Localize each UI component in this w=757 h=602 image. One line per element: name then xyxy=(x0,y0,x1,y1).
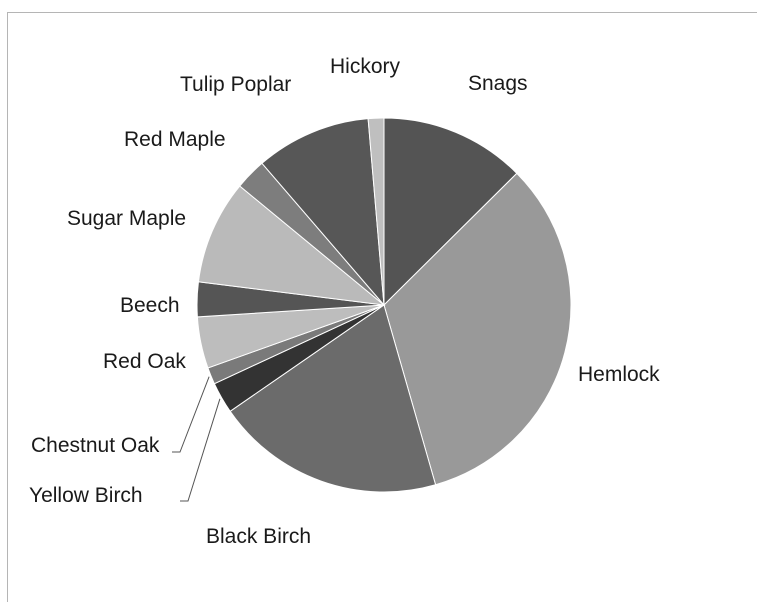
label-black-birch: Black Birch xyxy=(206,525,311,548)
leader-line-yellow-birch xyxy=(180,398,221,502)
pie-slice-snags xyxy=(383,117,518,307)
pie-slice-hemlock xyxy=(383,172,572,486)
pie-slice-tulip-poplar xyxy=(261,118,385,307)
label-sugar-maple: Sugar Maple xyxy=(67,207,186,230)
chart-frame xyxy=(7,12,757,602)
pie-slice-sugar-maple xyxy=(197,185,386,306)
label-yellow-birch: Yellow Birch xyxy=(29,484,143,507)
slice-labels: Snags Hemlock Black Birch Yellow Birch C… xyxy=(29,55,660,548)
label-chestnut-oak: Chestnut Oak xyxy=(31,434,160,457)
label-beech: Beech xyxy=(120,294,180,317)
label-tulip-poplar: Tulip Poplar xyxy=(180,73,291,96)
label-red-maple: Red Maple xyxy=(124,128,226,151)
label-hemlock: Hemlock xyxy=(578,363,660,386)
label-hickory: Hickory xyxy=(330,55,401,78)
pie-slice-black-birch xyxy=(229,304,437,493)
label-red-oak: Red Oak xyxy=(103,350,186,373)
pie-slices xyxy=(196,117,572,493)
leader-line-chestnut-oak xyxy=(172,376,210,453)
pie-slice-hickory xyxy=(367,117,385,306)
label-snags: Snags xyxy=(468,72,528,95)
leader-lines xyxy=(172,376,221,502)
